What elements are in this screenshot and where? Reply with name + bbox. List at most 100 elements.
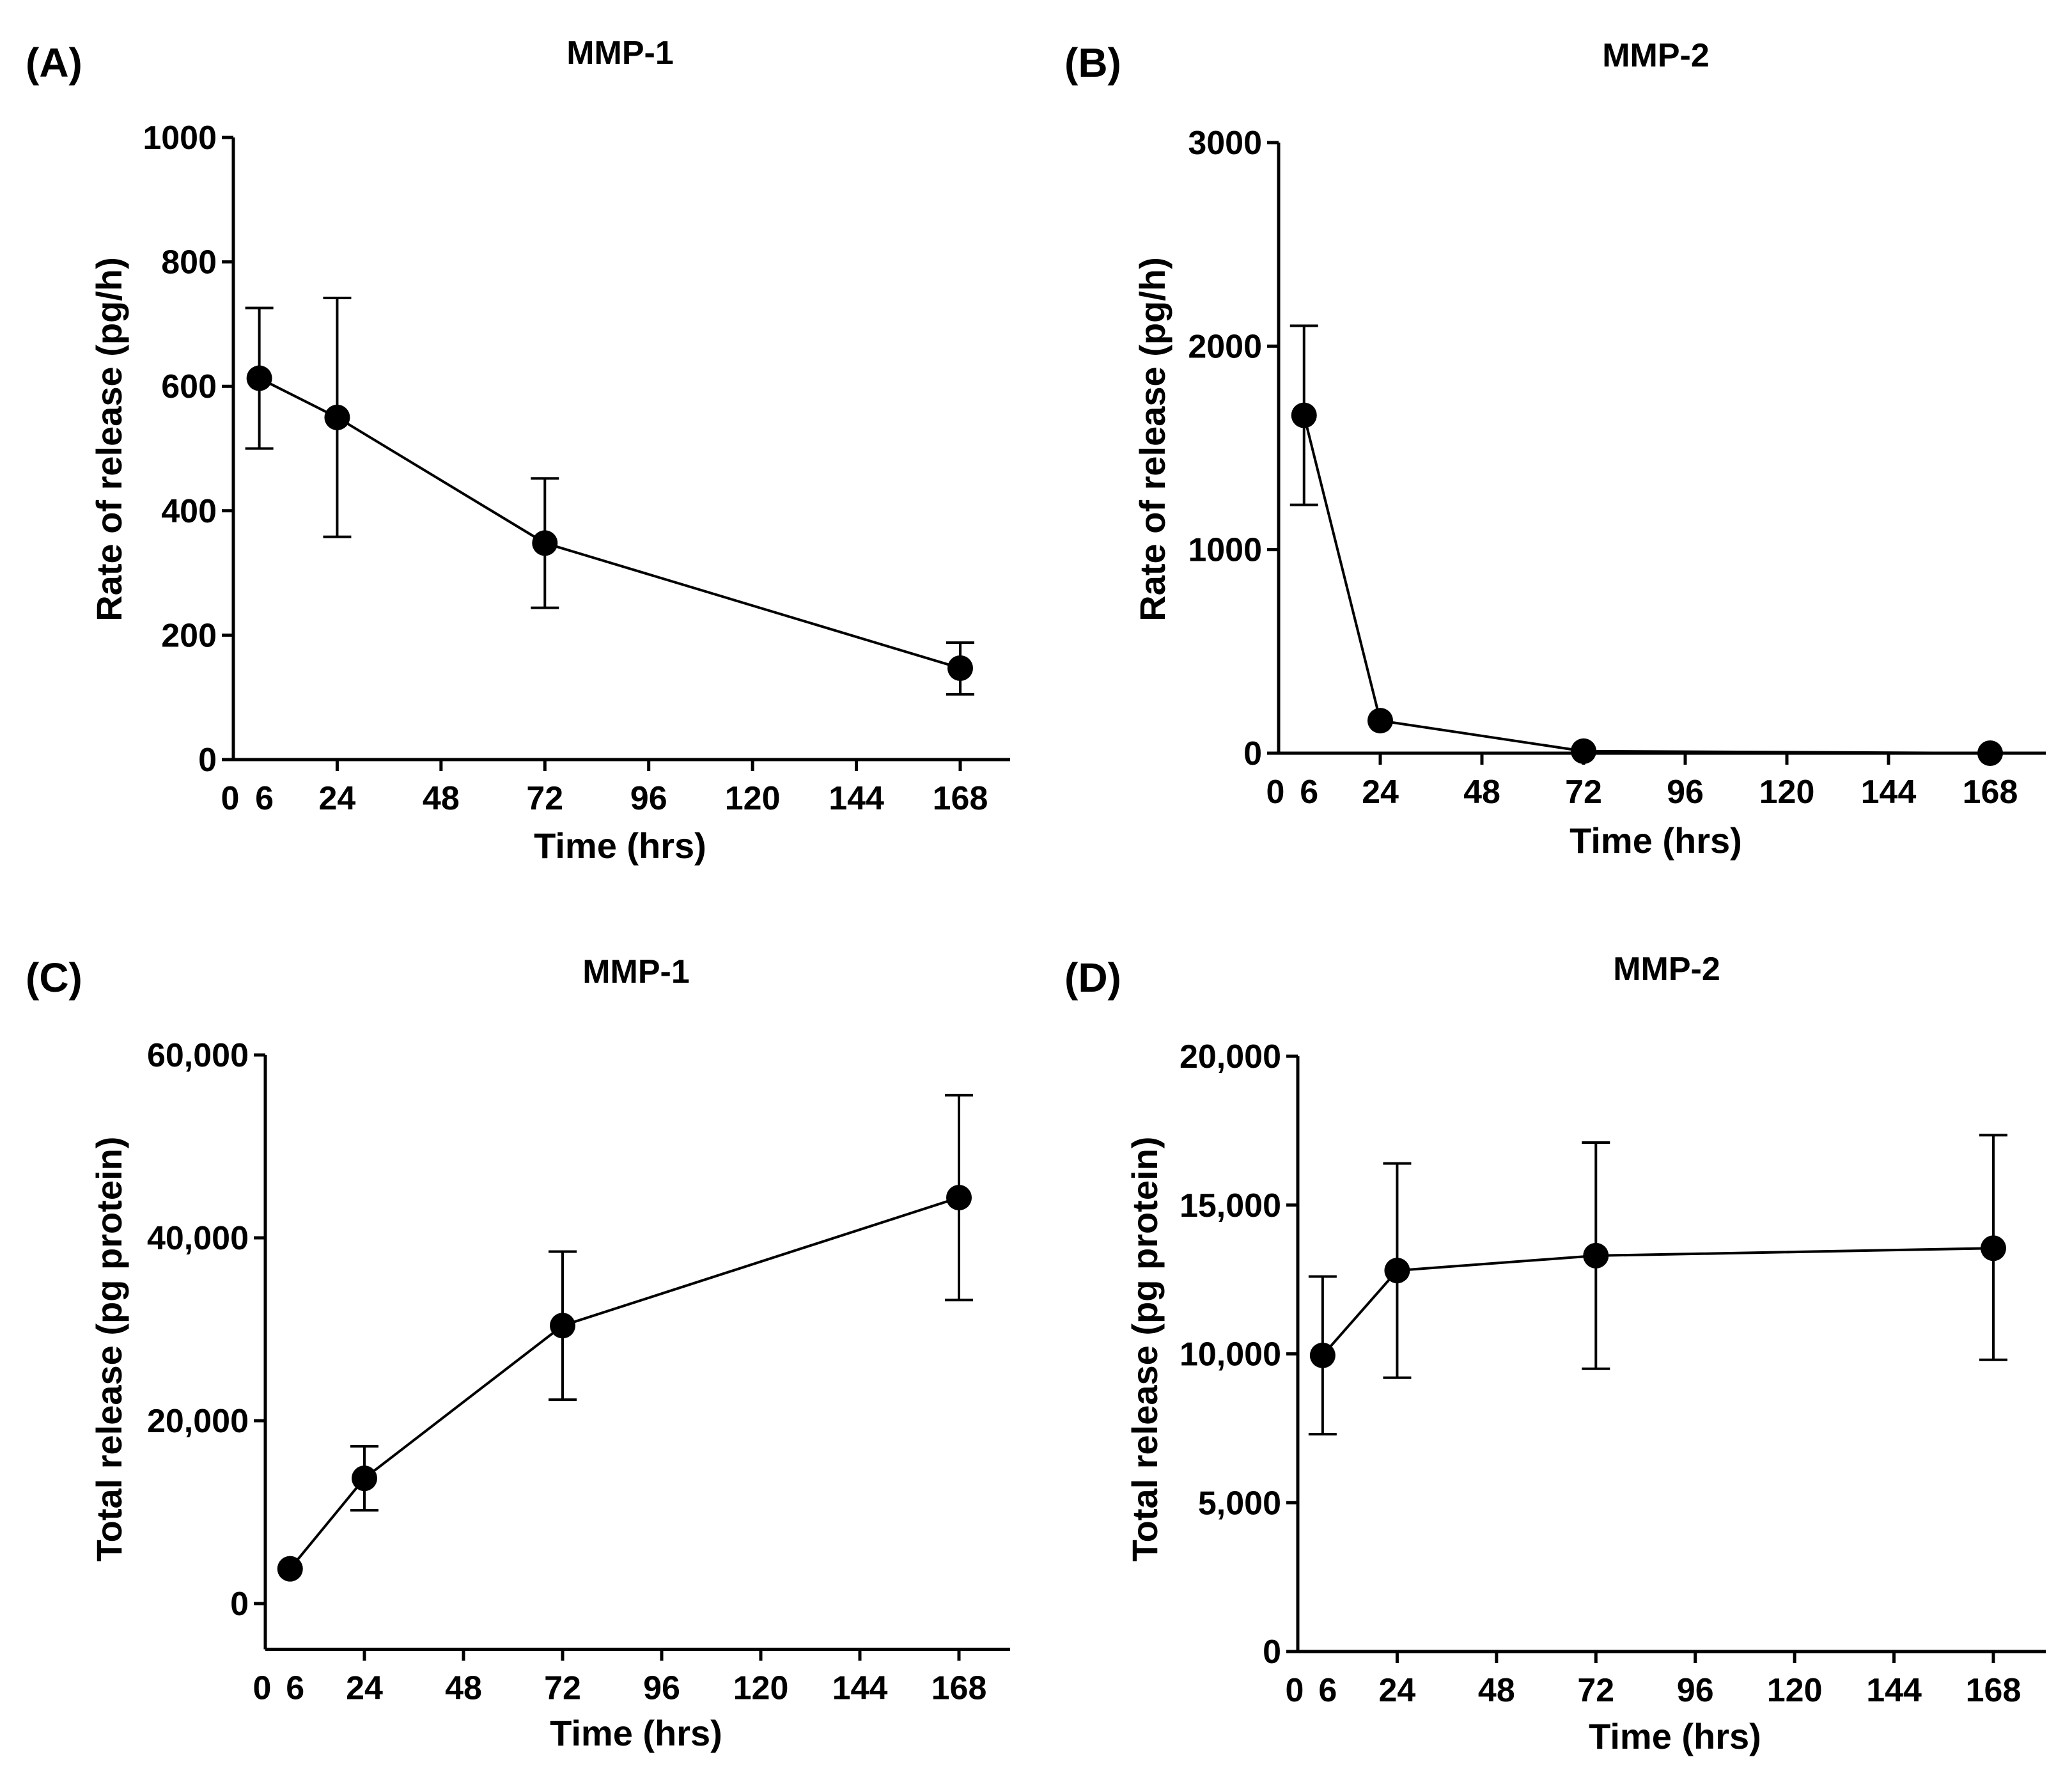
panel-d-series-lines: [1321, 1247, 1994, 1357]
panel-c-y-axis-title: Total release (pg protein): [89, 1137, 129, 1562]
panel-c-error-bars: [350, 1093, 973, 1512]
panel-c-x-tick-label-6: 6: [286, 1670, 304, 1707]
panel-c-x-tick-label-168: 168: [931, 1670, 987, 1707]
panel-c-point-3: [946, 1185, 972, 1211]
panel-b-x-tick-label-144: 144: [1861, 774, 1917, 811]
panel-b-point-1: [1367, 708, 1393, 734]
panel-a-x-tick-label-144: 144: [829, 780, 884, 817]
panel-b-points: [1291, 402, 2003, 766]
panel-b-point-3: [1977, 740, 2003, 766]
panel-d-x-tick-label-168: 168: [1966, 1672, 2021, 1709]
panel-d-x-tick-label-48: 48: [1478, 1672, 1515, 1709]
panel-a-y-tick-label-4: 800: [161, 244, 217, 281]
panel-c-series-lines: [289, 1196, 960, 1570]
panel-a-y-ticks: 0 200 400 600 800 1000: [143, 120, 233, 779]
panel-b-point-2: [1571, 738, 1596, 764]
panel-b-y-tick-label-3: 3000: [1188, 125, 1262, 162]
panel-d-y-tick-label-0: 0: [1263, 1634, 1281, 1671]
panel-d-point-1: [1384, 1258, 1410, 1284]
panel-a-letter: (A): [26, 40, 82, 86]
panel-c-x-tick-label-0: 0: [253, 1670, 272, 1707]
panel-d-x-tick-label-144: 144: [1866, 1672, 1922, 1709]
panel-c-point-1: [352, 1465, 377, 1492]
panel-a-x-tick-label-24: 24: [319, 780, 356, 817]
panel-b-y-ticks: 0 1000 2000 3000: [1188, 125, 1279, 772]
panel-a-y-tick-label-5: 1000: [143, 120, 217, 157]
panel-c-points: [277, 1185, 972, 1582]
panel-c-letter: (C): [26, 955, 82, 1001]
panel-a-series-line-0: [258, 377, 961, 669]
panel-d-x-ticks: 0 6 24 48 72 96 120 144 168: [1286, 1652, 2021, 1709]
panel-d-x-axis-title: Time (hrs): [1589, 1716, 1761, 1756]
panel-a-x-axis-title: Time (hrs): [534, 825, 706, 866]
panel-c-x-ticks: 0 6 24 48 72 96 120 144 168: [253, 1649, 987, 1707]
panel-a: (A) MMP-1 Rate of release (pg/h) Time (h…: [26, 35, 1010, 866]
panel-b-x-tick-label-120: 120: [1759, 774, 1815, 811]
panel-c-y-tick-label-1: 20,000: [147, 1403, 249, 1440]
panel-d: (D) MMP-2 Total release (pg protein) Tim…: [1064, 951, 2046, 1756]
panel-b-y-tick-label-1: 1000: [1188, 532, 1262, 569]
panel-d-x-tick-label-120: 120: [1767, 1672, 1823, 1709]
panel-d-point-0: [1309, 1342, 1336, 1368]
panel-a-points: [246, 365, 973, 681]
panel-d-series-line-0: [1321, 1247, 1994, 1357]
panel-c-x-tick-label-96: 96: [643, 1670, 680, 1707]
panel-d-letter: (D): [1064, 955, 1121, 1001]
panel-c-point-0: [277, 1556, 303, 1582]
panel-b-x-tick-label-96: 96: [1667, 774, 1704, 811]
panel-b-point-0: [1291, 402, 1317, 428]
panel-d-y-axis-title: Total release (pg protein): [1125, 1137, 1165, 1562]
panel-a-y-tick-label-0: 0: [198, 742, 217, 779]
panel-b-y-axis-title: Rate of release (pg/h): [1132, 257, 1172, 621]
panel-b-x-axis-title: Time (hrs): [1570, 820, 1742, 861]
panel-c-x-tick-label-72: 72: [544, 1670, 581, 1707]
panel-d-y-tick-label-2: 10,000: [1180, 1336, 1281, 1373]
panel-a-x-tick-label-6: 6: [255, 780, 274, 817]
panel-d-point-2: [1583, 1242, 1609, 1269]
panel-a-series-lines: [258, 377, 961, 669]
panel-a-point-3: [947, 655, 973, 681]
panel-a-x-tick-label-48: 48: [423, 780, 460, 817]
panel-b-y-tick-label-0: 0: [1243, 735, 1262, 772]
panel-d-x-tick-label-72: 72: [1577, 1672, 1614, 1709]
panel-a-x-tick-label-72: 72: [526, 780, 563, 817]
panel-a-x-tick-label-168: 168: [933, 780, 988, 817]
panel-a-y-axis-title: Rate of release (pg/h): [89, 257, 129, 621]
panel-b-title: MMP-2: [1602, 37, 1710, 74]
panel-d-y-tick-label-3: 15,000: [1180, 1187, 1281, 1224]
panel-d-y-tick-label-4: 20,000: [1180, 1038, 1281, 1075]
panel-d-point-3: [1981, 1235, 2006, 1261]
panel-a-point-0: [246, 365, 272, 391]
panel-a-point-2: [532, 530, 558, 556]
panel-c-y-ticks: 0 20,000 40,000 60,000: [147, 1037, 265, 1623]
panel-b-series-lines: [1302, 415, 1991, 754]
panel-b-x-tick-label-168: 168: [1963, 774, 2018, 811]
panel-d-error-bars: [1308, 1134, 2007, 1436]
panel-a-error-bars: [245, 297, 974, 696]
panel-a-x-tick-label-96: 96: [630, 780, 667, 817]
panel-c-y-tick-label-0: 0: [230, 1586, 249, 1623]
panel-c-x-tick-label-144: 144: [832, 1670, 888, 1707]
panel-b-x-ticks: 0 6 24 48 72 96 120 144 168: [1266, 753, 2018, 811]
panel-d-x-tick-label-24: 24: [1379, 1672, 1416, 1709]
panel-c-y-tick-label-2: 40,000: [147, 1220, 249, 1257]
panel-c-x-axis-title: Time (hrs): [550, 1713, 722, 1753]
panel-d-title: MMP-2: [1613, 951, 1720, 988]
panel-a-y-tick-label-1: 200: [161, 617, 217, 654]
panel-a-title: MMP-1: [566, 35, 674, 72]
panel-c-point-2: [550, 1313, 575, 1339]
panel-c-x-tick-label-48: 48: [445, 1670, 482, 1707]
panel-c-y-tick-label-3: 60,000: [147, 1037, 249, 1074]
panel-b-x-tick-label-72: 72: [1565, 774, 1602, 811]
panel-d-y-ticks: 0 5,000 10,000 15,000 20,000: [1180, 1038, 1298, 1671]
panel-a-point-1: [324, 404, 350, 430]
panel-d-x-tick-label-6: 6: [1318, 1672, 1337, 1709]
panel-d-x-tick-label-0: 0: [1286, 1672, 1304, 1709]
panel-d-y-tick-label-1: 5,000: [1198, 1485, 1281, 1522]
panel-d-points: [1309, 1235, 2006, 1368]
panel-b-x-tick-label-24: 24: [1362, 774, 1399, 811]
panel-a-y-tick-label-2: 400: [161, 493, 217, 530]
panel-a-x-tick-label-120: 120: [725, 780, 781, 817]
panel-d-x-tick-label-96: 96: [1677, 1672, 1714, 1709]
